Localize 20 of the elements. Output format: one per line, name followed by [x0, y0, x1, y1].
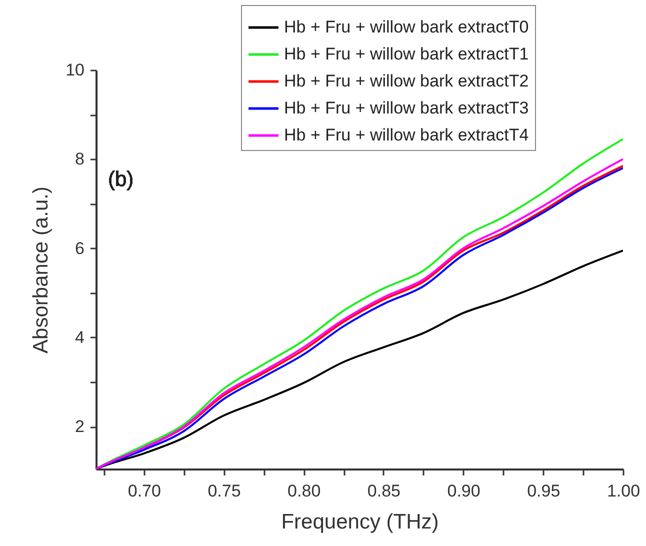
- x-tick-label: 1.00: [606, 482, 640, 500]
- annotation: (b): [108, 168, 134, 191]
- x-tick-label: 0.80: [288, 482, 321, 500]
- x-tick-label: 0.95: [527, 482, 560, 500]
- x-tick-label: 0.70: [128, 482, 161, 500]
- x-tick-label: 0.90: [447, 482, 480, 500]
- legend-label: Hb + Fru + willow bark extractT0: [284, 18, 529, 36]
- y-axis-title: Absorbance (a.u.): [30, 186, 53, 354]
- y-tick-label: 6: [75, 238, 84, 258]
- y-tick-label: 2: [75, 417, 84, 436]
- x-axis-title: Frequency (THz): [281, 510, 439, 534]
- y-tick-label: 8: [75, 150, 84, 169]
- y-tick-label: 4: [75, 328, 84, 347]
- legend-label: Hb + Fru + willow bark extractT1: [284, 44, 529, 64]
- y-tick-label: 10: [66, 60, 84, 80]
- legend-label: Hb + Fru + willow bark extractT4: [284, 126, 529, 144]
- legend-label: Hb + Fru + willow bark extractT3: [284, 98, 529, 118]
- x-tick-label: 0.85: [367, 482, 400, 500]
- x-tick-label: 0.75: [208, 482, 241, 500]
- legend-label: Hb + Fru + willow bark extractT2: [284, 72, 529, 90]
